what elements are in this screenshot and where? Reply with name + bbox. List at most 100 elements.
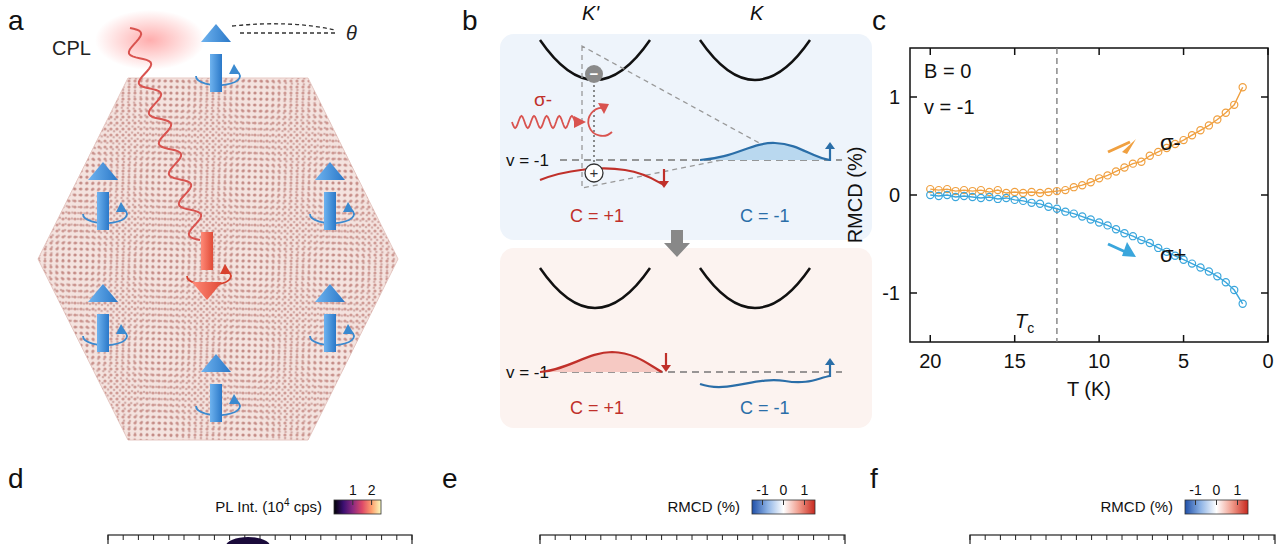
colorbar-tick-label: 0 xyxy=(1213,482,1221,498)
polarization-head xyxy=(598,103,609,114)
map-tick xyxy=(1198,535,1199,540)
transition-guide xyxy=(582,46,772,188)
map-tick xyxy=(707,535,708,540)
y-tick xyxy=(1261,96,1268,98)
map-tick xyxy=(1061,535,1062,540)
series-marker xyxy=(1197,127,1204,134)
hole-sign: + xyxy=(590,164,599,181)
series-marker xyxy=(1020,189,1027,196)
colorbar-tick-label: 1 xyxy=(1234,482,1242,498)
arrow-head xyxy=(315,162,345,180)
series-marker xyxy=(935,192,942,199)
map-tick xyxy=(1213,535,1214,540)
circulation-head xyxy=(343,324,354,334)
map-tick xyxy=(1030,535,1031,540)
annotation: B = 0 xyxy=(924,60,971,82)
map-tick xyxy=(412,535,413,540)
colorbar-tick xyxy=(1216,500,1217,505)
filling-label: v = -1 xyxy=(506,151,549,170)
light-wave xyxy=(512,116,575,128)
series-marker xyxy=(994,187,1001,194)
theta-label: θ xyxy=(346,22,357,44)
map-tick xyxy=(153,535,154,540)
colorbar-title-part: cps) xyxy=(289,498,322,515)
series-marker xyxy=(1205,268,1212,275)
x-axis-label: T (K) xyxy=(1067,378,1111,400)
colorbar-tick xyxy=(371,500,372,505)
tc-sub: c xyxy=(1027,320,1034,336)
map-tick xyxy=(768,535,769,540)
map-tick xyxy=(540,535,541,540)
box-after xyxy=(500,248,872,428)
x-tick xyxy=(1014,48,1016,55)
colorbar-title-part: RMCD (%) xyxy=(668,498,741,515)
colorbar-title-part: RMCD (%) xyxy=(1101,498,1174,515)
series-marker xyxy=(1045,188,1052,195)
series-label: σ- xyxy=(1160,130,1181,155)
colorbar xyxy=(1185,500,1248,514)
map-tick xyxy=(1152,535,1153,540)
series-marker xyxy=(1197,264,1204,271)
map-tick xyxy=(661,535,662,540)
theta-line xyxy=(240,32,335,33)
arrow-head xyxy=(192,282,222,300)
colorbar-tick-label: 2 xyxy=(368,482,376,498)
map-tick xyxy=(1122,535,1123,540)
map-frame xyxy=(108,535,412,544)
map-tick xyxy=(1091,535,1092,540)
map-tick xyxy=(1167,535,1168,540)
electron-sign: − xyxy=(590,65,599,82)
arrow-head xyxy=(315,284,345,302)
theta-arc xyxy=(232,24,335,30)
colorbar-title-part: PL Int. (10 xyxy=(215,498,284,515)
series-marker xyxy=(1231,286,1238,293)
spin-marker xyxy=(663,169,665,182)
series-marker xyxy=(1036,200,1043,207)
series-marker xyxy=(1188,260,1195,267)
arrow-shaft xyxy=(324,314,336,352)
x-tick-label: 10 xyxy=(1088,350,1110,372)
series-marker xyxy=(1053,187,1060,194)
x-tick xyxy=(930,48,932,55)
map-tick xyxy=(1228,535,1229,540)
x-tick xyxy=(1267,48,1269,55)
map-tick xyxy=(290,535,291,540)
spin-arrow xyxy=(187,232,231,300)
map-tick xyxy=(1274,535,1275,540)
arrow-shaft xyxy=(97,314,109,352)
circulation-head xyxy=(229,394,240,404)
series-marker xyxy=(969,193,976,200)
moire-lattice xyxy=(38,78,398,440)
x-tick xyxy=(1098,48,1100,55)
y-tick-label: 1 xyxy=(889,86,900,108)
circulation-head xyxy=(229,64,240,74)
series-marker xyxy=(1062,187,1069,194)
map-tick xyxy=(646,535,647,540)
spin-arrow xyxy=(310,284,354,352)
colorbar-tick xyxy=(352,500,353,505)
series-marker xyxy=(1129,160,1136,167)
spin-marker-head xyxy=(825,142,835,149)
series-marker xyxy=(1087,216,1094,223)
flat-band-kprime xyxy=(540,352,662,372)
arrow-shaft xyxy=(210,384,222,422)
map-tick xyxy=(828,535,829,540)
map-tick xyxy=(631,535,632,540)
map-tick xyxy=(555,535,556,540)
series-marker xyxy=(1222,109,1229,116)
hole xyxy=(585,164,603,182)
band-fill xyxy=(700,143,830,160)
y-tick xyxy=(910,194,917,196)
valley-label: K xyxy=(750,2,765,24)
arrow-head xyxy=(201,24,231,42)
series-marker xyxy=(1129,233,1136,240)
map-tick xyxy=(1106,535,1107,540)
series-marker xyxy=(986,193,993,200)
series-marker xyxy=(1053,205,1060,212)
series-marker xyxy=(1214,273,1221,280)
spin-arrow xyxy=(310,162,354,230)
series-marker xyxy=(1011,188,1018,195)
map-tick xyxy=(108,535,109,540)
spin-marker-head xyxy=(825,358,835,365)
series-marker xyxy=(1188,132,1195,139)
